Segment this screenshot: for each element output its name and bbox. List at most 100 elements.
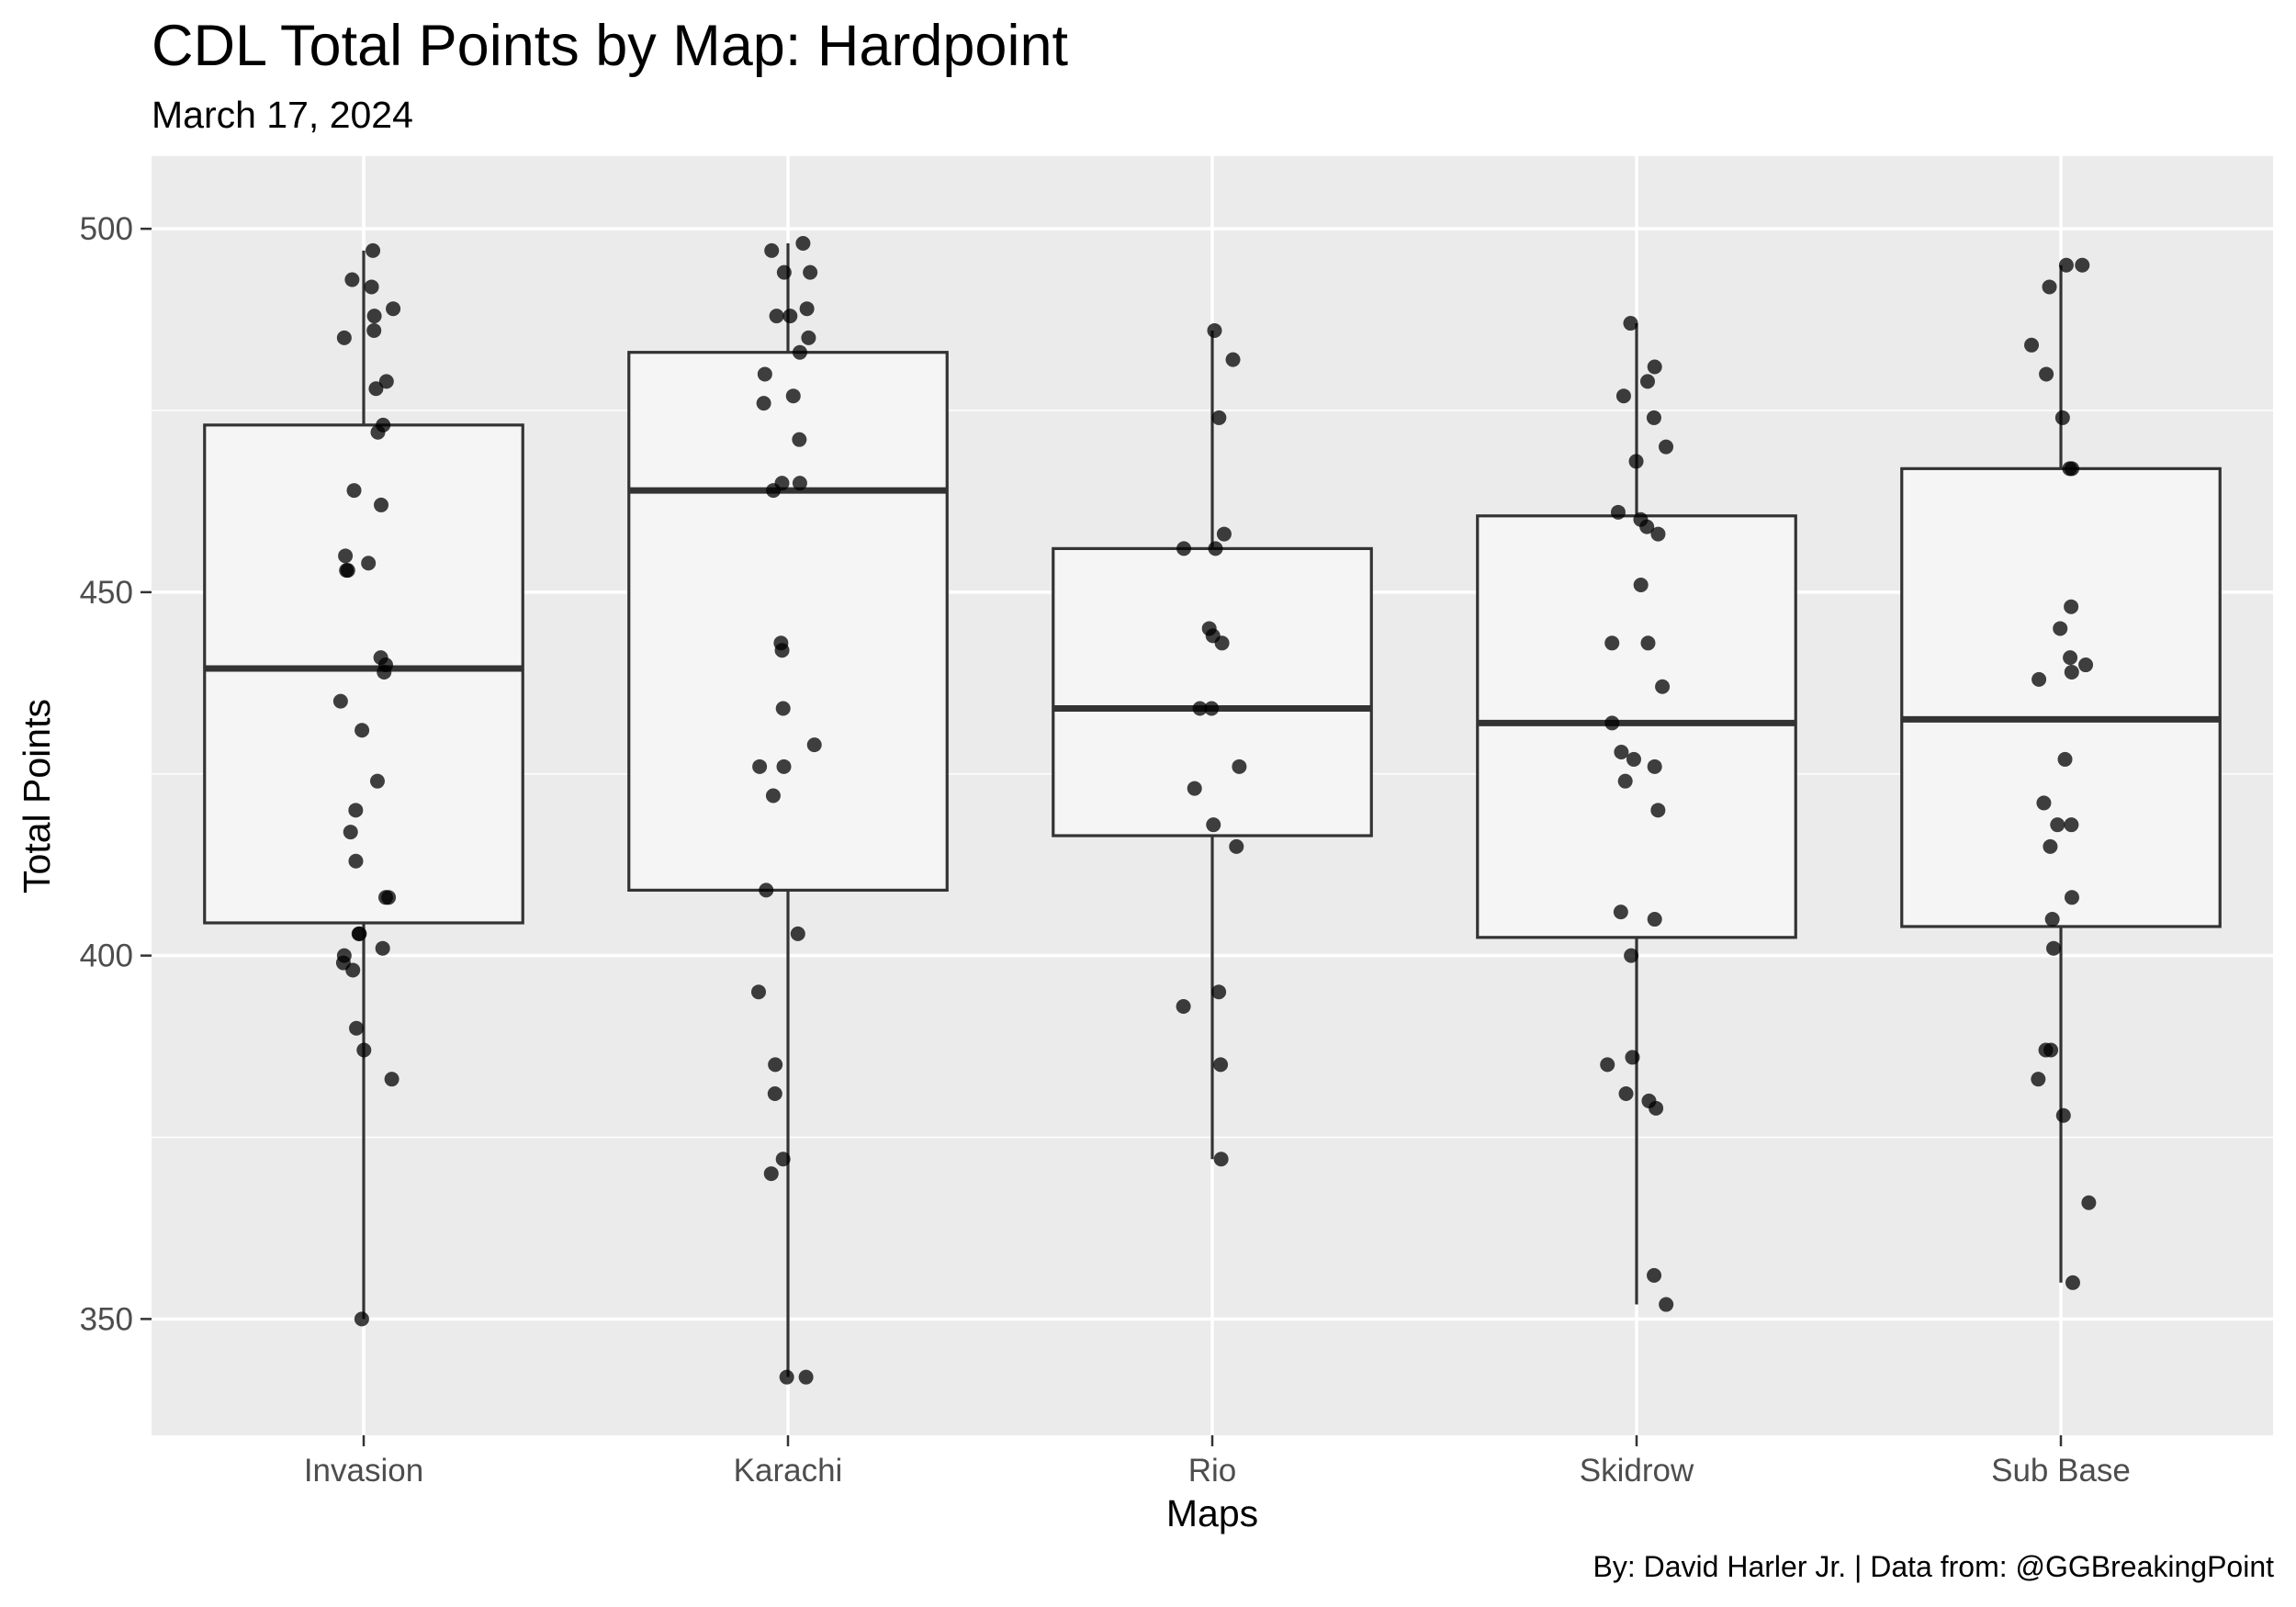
data-point: [343, 825, 358, 840]
data-point: [1211, 984, 1227, 1000]
chart-subtitle: March 17, 2024: [152, 94, 413, 136]
data-point: [364, 279, 379, 295]
data-point: [386, 301, 401, 317]
data-point: [775, 701, 791, 716]
data-point: [1639, 519, 1655, 534]
axis-layer: 350 400 450 500 Invasion Karachi Rio Skidrow Sub…: [80, 211, 2131, 1489]
data-point: [1615, 388, 1631, 404]
data-point: [354, 1311, 369, 1327]
data-point: [782, 309, 798, 324]
data-point: [1604, 635, 1620, 651]
x-tick-label: Karachi: [734, 1453, 843, 1489]
data-point: [361, 556, 377, 571]
data-point: [779, 1369, 794, 1385]
data-point: [1216, 526, 1232, 542]
data-point: [366, 322, 382, 338]
data-point: [790, 926, 805, 941]
data-point: [377, 664, 392, 680]
data-point: [369, 773, 385, 789]
data-point: [2064, 599, 2079, 614]
data-point: [1618, 1086, 1634, 1102]
y-tick-label: 500: [80, 211, 133, 247]
data-point: [1649, 1100, 1664, 1116]
data-point: [1647, 359, 1662, 375]
data-point: [1647, 912, 1662, 927]
data-point: [344, 272, 360, 287]
data-point: [2081, 1195, 2097, 1210]
data-point: [2046, 940, 2062, 956]
chart-caption: By: David Harler Jr. | Data from: @GGBre…: [1593, 1550, 2274, 1583]
data-point: [785, 388, 801, 404]
data-point: [355, 723, 370, 738]
data-point: [348, 853, 364, 869]
data-point: [801, 330, 816, 345]
x-tick-label: Rio: [1188, 1453, 1237, 1489]
data-point: [769, 309, 784, 324]
data-point: [2042, 279, 2057, 295]
data-point: [795, 235, 811, 251]
data-point: [2064, 817, 2079, 833]
data-point: [336, 330, 352, 345]
data-point: [792, 344, 807, 360]
data-point: [1626, 751, 1641, 767]
data-point: [1659, 439, 1674, 455]
x-tick-label: Invasion: [304, 1453, 423, 1489]
data-point: [1176, 999, 1191, 1015]
data-point: [2043, 838, 2058, 854]
x-tick-label: Skidrow: [1580, 1453, 1694, 1489]
data-point: [1640, 635, 1656, 651]
data-point: [2075, 257, 2090, 273]
data-point: [2054, 410, 2070, 425]
data-point: [338, 548, 354, 564]
data-point: [1625, 1050, 1640, 1065]
data-point: [1225, 352, 1241, 367]
data-point: [1208, 541, 1223, 556]
data-point: [332, 693, 348, 709]
data-point: [1204, 701, 1220, 716]
data-point: [767, 1086, 782, 1102]
data-point: [377, 890, 393, 905]
data-point: [2057, 751, 2073, 767]
data-point: [1206, 817, 1221, 833]
data-point: [1640, 374, 1656, 389]
data-point: [1617, 773, 1633, 789]
data-point: [348, 803, 364, 818]
data-point: [803, 264, 818, 280]
data-point: [775, 1152, 791, 1167]
data-point: [2044, 912, 2060, 927]
x-axis-title: Maps: [1166, 1492, 1258, 1534]
data-point: [2063, 650, 2078, 666]
data-point: [1600, 1057, 1615, 1073]
data-point: [1646, 410, 1661, 425]
data-point: [798, 1369, 814, 1385]
data-point: [2053, 621, 2068, 636]
data-point: [2065, 1275, 2080, 1290]
data-point: [751, 984, 767, 1000]
data-point: [764, 242, 780, 258]
data-point: [352, 926, 367, 941]
data-point: [766, 483, 782, 499]
data-point: [2065, 461, 2080, 477]
data-point: [806, 737, 822, 753]
box-layer: [203, 242, 2222, 1377]
data-point: [2036, 795, 2052, 811]
data-point: [776, 759, 792, 774]
data-point: [1232, 759, 1247, 774]
data-point: [346, 483, 362, 499]
box-iqr: [627, 351, 949, 892]
y-tick-label: 400: [80, 938, 133, 974]
data-point: [1650, 526, 1666, 542]
data-point: [366, 242, 381, 258]
box-iqr: [1052, 546, 1373, 837]
data-point: [368, 381, 384, 397]
data-point: [384, 1072, 400, 1087]
data-point: [1207, 322, 1222, 338]
data-point: [2024, 337, 2040, 353]
data-point: [776, 264, 792, 280]
data-point: [1633, 577, 1649, 592]
data-point: [756, 396, 771, 411]
data-point: [339, 563, 355, 579]
data-point: [1213, 1057, 1229, 1073]
data-point: [763, 1166, 779, 1182]
